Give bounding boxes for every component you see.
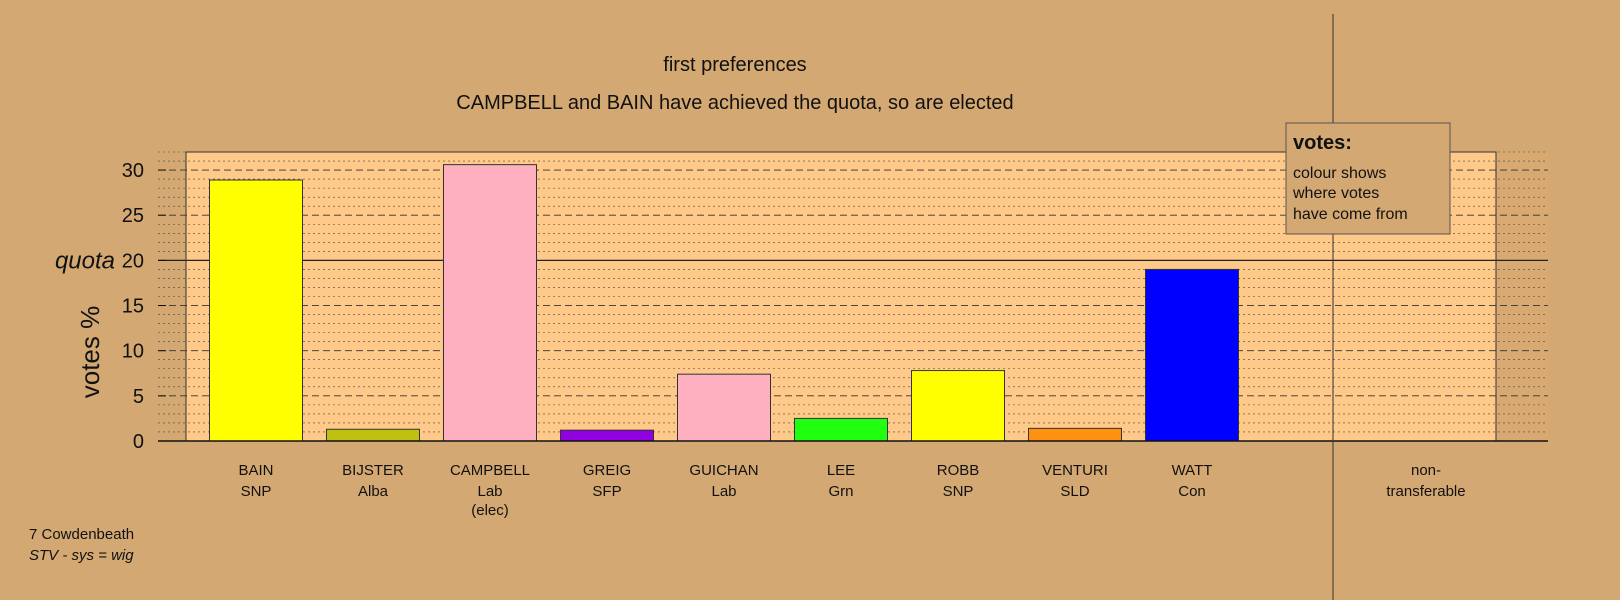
category-party-lee: Grn — [828, 483, 853, 500]
legend: votes: colour shows where votes have com… — [1285, 122, 1451, 235]
bar-guichan — [677, 373, 771, 442]
system-label: STV - sys = wig — [29, 547, 134, 564]
category-name-greig: GREIG — [583, 462, 631, 479]
chart-title: first preferences — [663, 54, 806, 76]
x-axis-labels: BAIN SNP BIJSTER Alba CAMPBELL Lab (elec) GREIG… — [238, 462, 1212, 519]
category-name-watt: WATT — [1172, 462, 1213, 479]
category-party-campbell: Lab — [477, 483, 502, 500]
category-name-lee: LEE — [827, 462, 855, 479]
category-name-robb: ROBB — [937, 462, 980, 479]
category-party-robb: SNP — [943, 483, 974, 500]
legend-line-1: colour shows — [1293, 165, 1386, 182]
y-axis-label: votes % — [75, 306, 105, 399]
non-transferable-label-line2: transferable — [1386, 483, 1465, 500]
non-transferable-label-line1: non- — [1411, 462, 1441, 479]
y-tick-label: 25 — [122, 205, 144, 227]
y-axis: 0 5 10 15 20 25 30 — [122, 160, 1548, 453]
legend-line-3: have come from — [1293, 206, 1408, 223]
category-party-watt: Con — [1178, 483, 1206, 500]
category-party-bain: SNP — [241, 483, 272, 500]
category-party-greig: SFP — [592, 483, 621, 500]
y-tick-label: 0 — [133, 431, 144, 453]
category-name-bijster: BIJSTER — [342, 462, 404, 479]
chart-subtitle: CAMPBELL and BAIN have achieved the quot… — [456, 92, 1013, 114]
y-tick-label: 15 — [122, 296, 144, 318]
y-tick-label: 10 — [122, 341, 144, 363]
category-party-venturi: SLD — [1060, 483, 1089, 500]
category-name-campbell: CAMPBELL — [450, 462, 530, 479]
bar-venturi — [1028, 427, 1122, 442]
y-tick-label: 20 — [122, 250, 144, 272]
y-tick-label: 30 — [122, 160, 144, 182]
category-party-bijster: Alba — [358, 483, 389, 500]
bar-campbell — [443, 164, 537, 442]
bar-robb — [911, 370, 1005, 442]
bar-bain — [209, 179, 303, 442]
legend-line-2: where votes — [1292, 185, 1379, 202]
bar-bijster — [326, 428, 420, 442]
bar-greig — [560, 429, 654, 442]
legend-title: votes: — [1293, 132, 1352, 154]
bars — [209, 164, 1239, 442]
category-note-campbell: (elec) — [471, 502, 509, 519]
legend-box — [1285, 122, 1451, 235]
quota-label: quota — [55, 247, 115, 274]
category-name-venturi: VENTURI — [1042, 462, 1108, 479]
category-name-bain: BAIN — [238, 462, 273, 479]
y-tick-label: 5 — [133, 386, 144, 408]
bar-lee — [794, 417, 888, 442]
constituency-label: 7 Cowdenbeath — [29, 526, 134, 543]
category-name-guichan: GUICHAN — [689, 462, 758, 479]
bar-watt — [1145, 268, 1239, 442]
category-party-guichan: Lab — [711, 483, 736, 500]
